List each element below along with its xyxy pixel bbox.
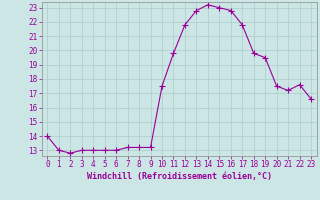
X-axis label: Windchill (Refroidissement éolien,°C): Windchill (Refroidissement éolien,°C) (87, 172, 272, 181)
